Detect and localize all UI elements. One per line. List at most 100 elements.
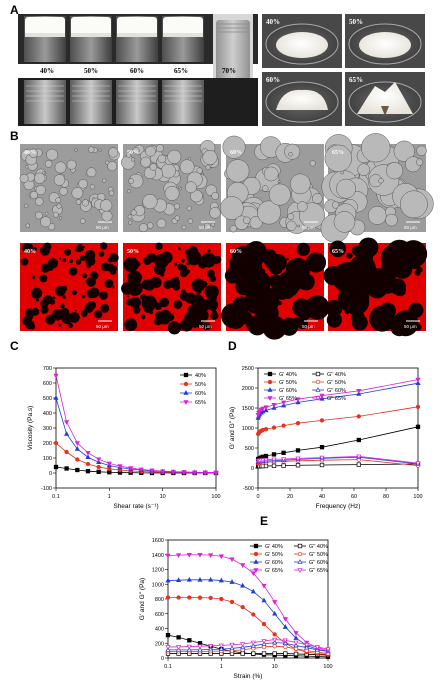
data-point (281, 423, 286, 428)
brightfield-row: 40% 50 μm 50% 50 μm 60% 50 μm 65% 50 μm (19, 133, 434, 243)
oil-droplet (389, 278, 406, 295)
droplet (128, 178, 134, 184)
panel-label-c: C (10, 339, 19, 353)
oil-droplet (264, 287, 273, 296)
data-point (250, 642, 256, 648)
data-point (208, 576, 214, 582)
oil-droplet (124, 318, 138, 332)
droplet (59, 187, 68, 196)
y-tick-label: -500 (243, 486, 254, 492)
x-tick-label: 100 (413, 494, 422, 500)
data-point (261, 651, 267, 656)
legend-label: 40% (195, 373, 206, 379)
fluorescence-label-1: 40% (24, 249, 36, 255)
oil-droplet (336, 265, 347, 276)
droplet (52, 211, 59, 218)
data-point (85, 469, 91, 474)
data-point (272, 644, 277, 649)
data-point (283, 651, 288, 656)
oil-droplet (45, 314, 56, 325)
oil-droplet (288, 288, 297, 296)
data-point (213, 470, 219, 476)
dish-label-4: 65% (349, 76, 363, 84)
oil-droplet (358, 237, 379, 258)
data-point (53, 464, 59, 470)
data-point (96, 464, 101, 470)
droplet (297, 201, 308, 212)
oil-droplet (68, 258, 74, 264)
droplet (415, 158, 424, 166)
oil-droplet (326, 312, 343, 328)
oil-droplet (202, 322, 211, 331)
y-tick-label: 0 (251, 466, 254, 472)
droplet (98, 148, 102, 152)
oil-droplet (177, 263, 185, 271)
series-line-2 (55, 397, 217, 474)
data-point (219, 596, 224, 602)
droplet (243, 216, 251, 225)
data-point (208, 553, 214, 559)
oil-droplet (351, 314, 368, 331)
emulsion-edge-4 (163, 33, 203, 37)
oil-droplet (90, 271, 98, 279)
droplet (140, 156, 152, 168)
oil-droplet (98, 251, 105, 257)
droplet (130, 157, 136, 162)
data-point (64, 420, 70, 425)
data-point (295, 448, 301, 453)
legend-label: G'' 40% (309, 544, 328, 550)
droplet (187, 157, 191, 161)
droplet (75, 199, 82, 205)
data-point (107, 466, 112, 471)
data-point (271, 457, 277, 463)
data-point (261, 639, 267, 644)
emulsion-cream-3 (117, 17, 157, 37)
oil-droplet (346, 252, 353, 259)
droplet (190, 189, 203, 203)
data-point (176, 595, 181, 600)
droplet (210, 222, 215, 227)
emulsion-edge-3 (117, 33, 157, 37)
droplet (249, 216, 263, 230)
data-point (272, 651, 277, 656)
oil-droplet (184, 311, 200, 327)
droplet (107, 161, 118, 172)
oil-droplet (187, 246, 199, 257)
oil-droplet (61, 285, 68, 292)
droplet (35, 197, 44, 206)
data-point (356, 462, 361, 467)
panel-label-e: E (260, 514, 268, 528)
droplet (357, 163, 370, 176)
data-point (106, 461, 112, 467)
data-point (186, 647, 192, 652)
oil-droplet (40, 263, 51, 273)
y-tick-label: 700 (43, 366, 52, 372)
data-point (314, 645, 320, 650)
data-point (218, 643, 224, 649)
oil-droplet (181, 258, 185, 263)
legend-label: G' 40% (279, 372, 297, 378)
data-point (117, 464, 123, 469)
oil-droplet (87, 300, 97, 310)
data-point (75, 467, 80, 473)
emulsion-cream-2 (71, 17, 111, 37)
data-point (293, 640, 299, 646)
droplet (385, 213, 398, 227)
legend-marker (183, 381, 189, 387)
oil-droplet (185, 269, 190, 274)
data-point (197, 644, 203, 650)
data-point (282, 638, 288, 644)
oil-droplet (81, 294, 86, 299)
droplet (130, 209, 137, 216)
droplet (361, 133, 391, 163)
chart-e-strain-sweep: 0.1 1 10 10002004006008001000120014001600St… (139, 538, 333, 680)
oil-droplet (296, 242, 311, 257)
legend-label: G' 60% (279, 388, 297, 394)
data-point (176, 645, 182, 650)
droplet (222, 135, 246, 159)
data-point (415, 424, 421, 429)
droplet (81, 199, 90, 207)
legend-marker (267, 396, 273, 401)
droplet (89, 184, 95, 190)
